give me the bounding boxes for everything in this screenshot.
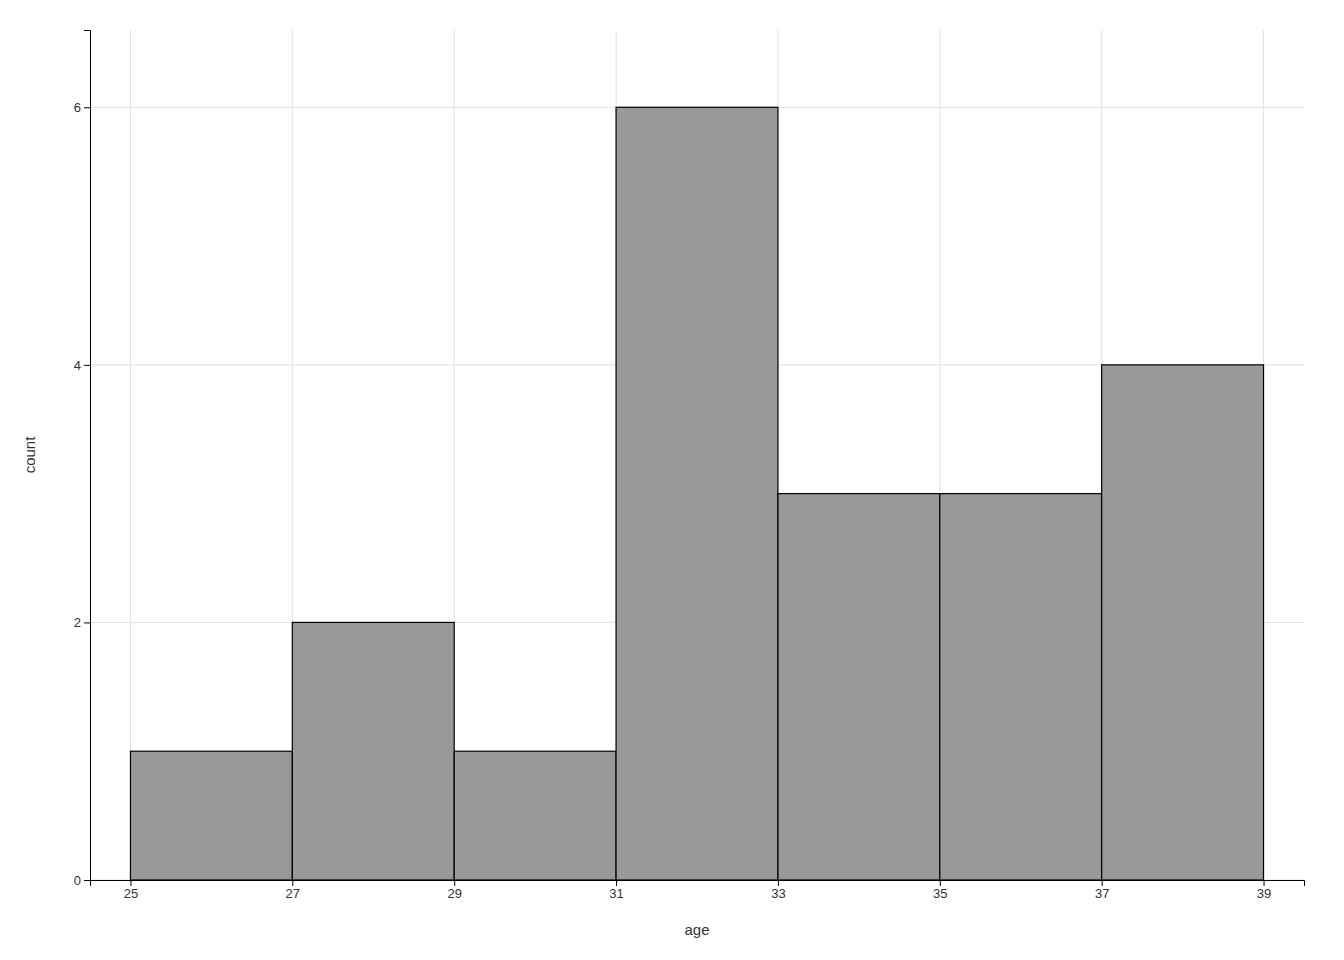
y-tick-label: 2 xyxy=(74,615,81,630)
x-tick-label: 31 xyxy=(609,886,623,901)
y-tick: 6 xyxy=(74,100,90,115)
bar xyxy=(454,751,616,880)
bar xyxy=(778,494,940,880)
x-tick-mark xyxy=(292,880,293,886)
x-tick-label: 39 xyxy=(1257,886,1271,901)
x-tick: 35 xyxy=(933,880,947,901)
bars xyxy=(130,107,1263,880)
y-tick-mark xyxy=(84,365,90,366)
y-tick-label: 6 xyxy=(74,100,81,115)
y-tick: 0 xyxy=(74,873,90,888)
x-tick: 39 xyxy=(1257,880,1271,901)
x-tick: 29 xyxy=(447,880,461,901)
x-axis-title: age xyxy=(684,921,709,938)
y-tick-label: 0 xyxy=(74,873,81,888)
y-axis: 0 2 4 6 xyxy=(74,31,91,888)
y-tick-mark xyxy=(84,880,90,881)
bar xyxy=(1102,365,1264,880)
x-tick-mark xyxy=(454,880,455,886)
y-tick: 4 xyxy=(74,358,90,373)
x-tick-label: 25 xyxy=(124,886,138,901)
x-tick: 31 xyxy=(609,880,623,901)
y-axis-title: count xyxy=(21,436,38,474)
y-tick-mark xyxy=(84,107,90,108)
x-tick-mark xyxy=(1264,880,1265,886)
x-tick: 25 xyxy=(124,880,138,901)
bar xyxy=(130,751,292,880)
x-tick: 33 xyxy=(771,880,785,901)
x-tick-label: 37 xyxy=(1095,886,1109,901)
x-tick-mark xyxy=(130,880,131,886)
x-axis-line xyxy=(91,881,1305,887)
bar xyxy=(292,622,454,880)
x-axis: 25 27 29 31 33 35 37 39 xyxy=(91,880,1305,901)
chart: 25 27 29 31 33 35 37 39 0 2 4 6 age count xyxy=(0,0,1344,960)
x-tick-mark xyxy=(616,880,617,886)
x-tick: 27 xyxy=(286,880,300,901)
x-tick-mark xyxy=(778,880,779,886)
y-tick: 2 xyxy=(74,615,90,630)
bar xyxy=(940,494,1102,880)
y-tick-label: 4 xyxy=(74,358,81,373)
x-tick-label: 35 xyxy=(933,886,947,901)
x-tick-label: 33 xyxy=(771,886,785,901)
x-tick-mark xyxy=(940,880,941,886)
x-tick: 37 xyxy=(1095,880,1109,901)
grid xyxy=(90,30,1304,880)
y-tick-mark xyxy=(84,622,90,623)
plot-area: 25 27 29 31 33 35 37 39 0 2 4 6 xyxy=(74,30,1305,901)
y-axis-line xyxy=(84,31,91,881)
x-tick-label: 27 xyxy=(286,886,300,901)
bar xyxy=(616,107,778,880)
x-tick-mark xyxy=(1102,880,1103,886)
x-tick-label: 29 xyxy=(447,886,461,901)
